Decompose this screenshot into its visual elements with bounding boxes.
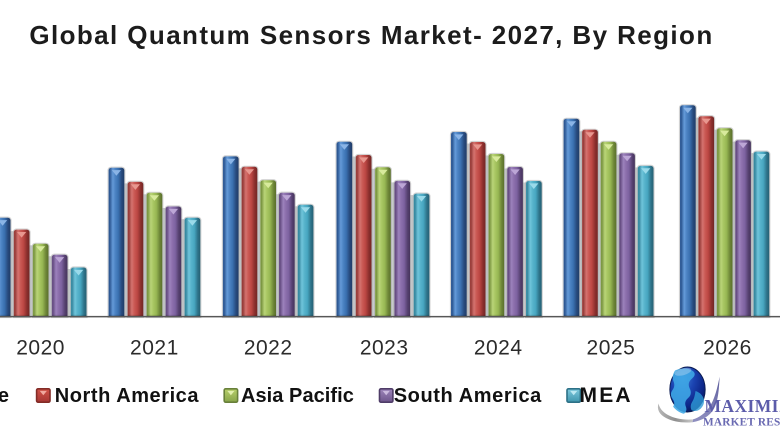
svg-text:2023: 2023 xyxy=(360,336,409,359)
svg-text:Asia Pacific: Asia Pacific xyxy=(241,385,354,407)
svg-text:North America: North America xyxy=(55,385,200,407)
svg-text:2026: 2026 xyxy=(703,336,752,359)
svg-text:2025: 2025 xyxy=(587,336,636,359)
svg-text:2021: 2021 xyxy=(130,336,179,359)
svg-text:Europe: Europe xyxy=(0,385,9,407)
svg-text:Global Quantum Sensors Market-: Global Quantum Sensors Market- 2027, By … xyxy=(29,20,713,50)
svg-text:South America: South America xyxy=(394,385,542,407)
svg-text:2020: 2020 xyxy=(16,336,65,359)
svg-text:2022: 2022 xyxy=(244,336,293,359)
svg-text:MAXIMIZE: MAXIMIZE xyxy=(705,396,780,416)
svg-text:2024: 2024 xyxy=(474,336,523,359)
svg-text:MARKET RESEARCH: MARKET RESEARCH xyxy=(703,416,780,428)
svg-text:MEA: MEA xyxy=(580,384,633,407)
